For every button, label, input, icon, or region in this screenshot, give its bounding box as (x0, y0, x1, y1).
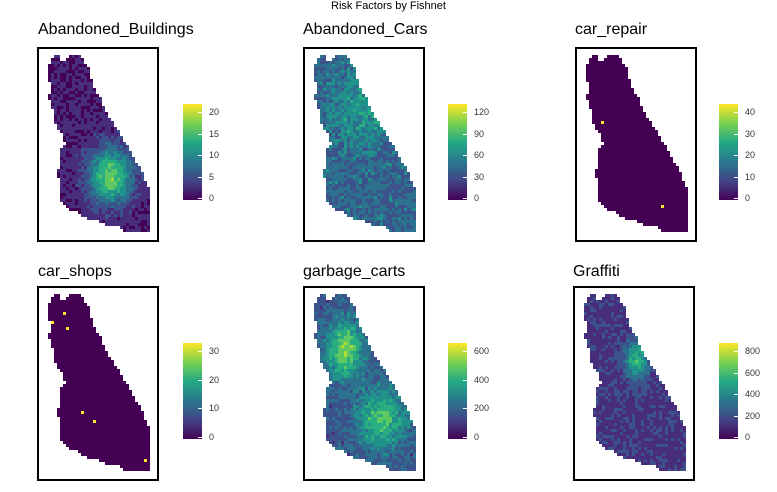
legend-tick-mark (734, 437, 738, 438)
legend-tick-label: 20 (745, 150, 756, 160)
figure-title: Risk Factors by Fishnet (331, 0, 446, 12)
legend-colorbar (719, 104, 738, 200)
legend-tick-mark (198, 176, 202, 178)
legend-tick-mark (463, 437, 467, 438)
legend-tick-label: 200 (745, 410, 761, 421)
legend-tick-mark (463, 133, 467, 135)
legend-tick-mark (734, 176, 738, 178)
map-garbage-carts (303, 286, 425, 481)
legend-tick-label: 600 (745, 367, 761, 378)
legend-tick-mark (463, 198, 467, 199)
legend-abandoned-cars: 120 90 60 30 0 (448, 104, 508, 214)
legend-tick-mark (734, 155, 738, 156)
legend-tick-mark (734, 415, 738, 417)
legend-tick-mark (198, 112, 202, 113)
fishnet-map (314, 55, 416, 232)
legend-tick-label: 20 (209, 374, 220, 385)
legend-tick-label: 10 (745, 171, 756, 182)
legend-colorbar (719, 343, 738, 439)
legend-tick-label: 800 (745, 346, 761, 356)
legend-car-shops: 30 20 10 0 (183, 343, 243, 453)
legend-tick-label: 600 (474, 346, 490, 356)
legend-tick-mark (198, 437, 202, 438)
legend-tick-label: 10 (209, 150, 220, 160)
legend-tick-label: 30 (745, 128, 756, 139)
legend-tick-mark (734, 372, 738, 374)
legend-tick-mark (734, 112, 738, 113)
panel-title-abandoned-cars: Abandoned_Cars (303, 21, 428, 38)
legend-abandoned-buildings: 20 15 10 5 0 (183, 104, 243, 214)
legend-tick-label: 15 (209, 128, 220, 139)
panel-title-graffiti: Graffiti (573, 263, 620, 280)
fishnet-map (314, 294, 416, 471)
legend-tick-label: 5 (209, 171, 215, 182)
legend-tick-label: 20 (209, 107, 220, 117)
legend-tick-mark (734, 133, 738, 135)
fishnet-map (586, 55, 688, 232)
legend-tick-label: 0 (745, 432, 751, 442)
panel-title-abandoned-buildings: Abandoned_Buildings (38, 21, 194, 38)
legend-tick-mark (734, 351, 738, 352)
legend-tick-mark (463, 379, 467, 381)
legend-tick-mark (734, 394, 738, 395)
map-graffiti (573, 286, 695, 481)
map-car-repair (575, 47, 697, 242)
legend-tick-mark (198, 155, 202, 156)
legend-colorbar (448, 343, 467, 439)
legend-tick-label: 0 (209, 432, 215, 442)
legend-tick-label: 60 (474, 150, 485, 160)
fishnet-map (48, 294, 150, 471)
legend-tick-label: 0 (209, 193, 215, 203)
legend-tick-label: 0 (474, 432, 480, 442)
legend-colorbar (183, 343, 202, 439)
legend-tick-mark (198, 198, 202, 199)
panel-title-garbage-carts: garbage_carts (303, 263, 406, 280)
legend-colorbar (448, 104, 467, 200)
legend-tick-mark (198, 133, 202, 135)
legend-tick-mark (463, 351, 467, 352)
legend-tick-mark (198, 408, 202, 410)
legend-tick-mark (463, 155, 467, 156)
panel-title-car-shops: car_shops (38, 263, 112, 280)
legend-tick-mark (463, 112, 467, 113)
legend-colorbar (183, 104, 202, 200)
legend-tick-label: 200 (474, 403, 490, 414)
legend-tick-mark (463, 176, 467, 178)
legend-tick-label: 40 (745, 107, 756, 117)
map-abandoned-buildings (37, 47, 159, 242)
legend-graffiti: 800 600 400 200 0 (719, 343, 777, 453)
legend-tick-label: 0 (745, 193, 751, 203)
panel-title-car-repair: car_repair (575, 21, 648, 38)
legend-tick-label: 90 (474, 128, 485, 139)
map-abandoned-cars (303, 47, 425, 242)
legend-tick-label: 10 (209, 403, 220, 414)
legend-tick-label: 400 (745, 389, 761, 399)
legend-tick-label: 30 (474, 171, 485, 182)
legend-tick-mark (198, 351, 202, 352)
legend-tick-label: 30 (209, 346, 220, 356)
fishnet-map (48, 55, 150, 232)
legend-tick-mark (734, 198, 738, 199)
legend-tick-mark (198, 379, 202, 381)
legend-car-repair: 40 30 20 10 0 (719, 104, 777, 214)
fishnet-map (584, 294, 686, 471)
legend-tick-label: 400 (474, 374, 490, 385)
legend-tick-mark (463, 408, 467, 410)
map-car-shops (37, 286, 159, 481)
legend-garbage-carts: 600 400 200 0 (448, 343, 508, 453)
legend-tick-label: 120 (474, 107, 490, 117)
legend-tick-label: 0 (474, 193, 480, 203)
